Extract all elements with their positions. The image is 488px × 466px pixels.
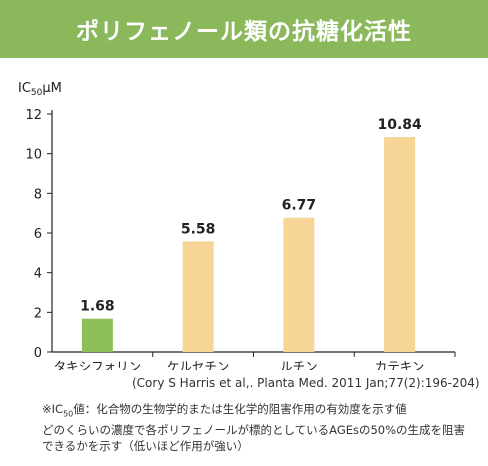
footnote-subscript: 50 <box>63 409 74 419</box>
bar-value-label: 10.84 <box>377 117 422 133</box>
bar <box>81 318 113 352</box>
y-tick-label: 6 <box>34 227 42 242</box>
footnote-definition: 値：化合物の生物学的または生化学的阻害作用の有効度を示す値 <box>73 402 407 416</box>
y-tick-label: 12 <box>25 108 42 123</box>
y-tick-label: 8 <box>34 187 42 202</box>
bar-value-label: 5.58 <box>181 221 216 237</box>
x-tick-label: ルチン <box>280 359 318 370</box>
page-title: ポリフェノール類の抗糖化活性 <box>76 19 412 45</box>
bar <box>283 217 315 352</box>
bar <box>384 137 416 352</box>
footnote: ※IC50値：化合物の生物学的または生化学的阻害作用の有効度を示す値 どのくらい… <box>42 401 465 454</box>
y-tick-label: 2 <box>34 306 42 321</box>
bar-chart: IC50μM 0 2 4 6 8 10 12 1.68 タキシフォリン 5.58 ケルセチン 6.77 ル… <box>18 81 456 370</box>
bar <box>182 241 214 352</box>
x-tick-label: ケルセチン <box>167 359 230 370</box>
bar-value-label: 1.68 <box>80 299 115 315</box>
footnote-prefix: ※IC <box>42 402 64 416</box>
y-tick-label: 10 <box>25 148 42 163</box>
x-tick-label: カテキン <box>375 359 425 370</box>
footnote-line-1: ※IC50値：化合物の生物学的または生化学的阻害作用の有効度を示す値 <box>42 401 465 422</box>
y-tick-label: 0 <box>34 346 42 361</box>
y-tick-label: 4 <box>34 267 42 282</box>
citation: (Cory S Harris et al,. Planta Med. 2011 … <box>132 376 480 390</box>
footnote-line-2: どのくらいの濃度で各ポリフェノールが標的としているAGEsの50%の生成を阻害 <box>42 423 466 438</box>
bar-value-label: 6.77 <box>282 198 317 214</box>
y-axis-label: IC50μM <box>18 81 62 98</box>
footnote-line-3: できるかを示す（低いほど作用が強い） <box>42 439 249 454</box>
x-tick-label: タキシフォリン <box>54 359 142 370</box>
title-banner: ポリフェノール類の抗糖化活性 <box>0 0 488 58</box>
